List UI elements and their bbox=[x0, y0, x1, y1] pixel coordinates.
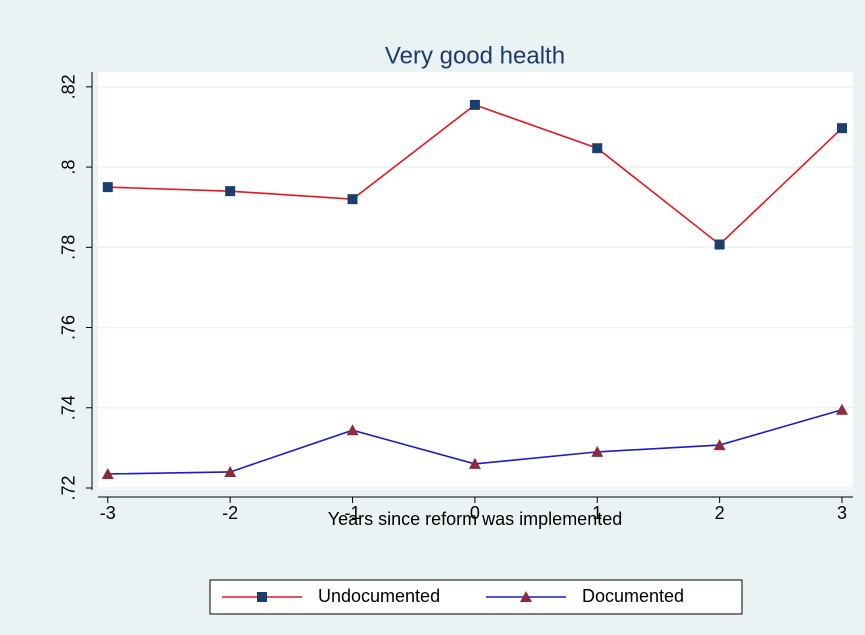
y-tick-label: .78 bbox=[59, 235, 79, 260]
marker bbox=[347, 194, 358, 205]
y-tick-label: .8 bbox=[59, 160, 79, 175]
marker bbox=[225, 186, 236, 197]
x-tick-label: -1 bbox=[345, 503, 361, 523]
marker bbox=[714, 239, 725, 250]
marker bbox=[224, 465, 237, 477]
y-tick-label: .76 bbox=[59, 315, 79, 340]
marker bbox=[836, 123, 847, 134]
legend-label: Documented bbox=[582, 586, 684, 606]
x-tick-label: 3 bbox=[837, 503, 847, 523]
x-axis-label: Years since reform was implemented bbox=[328, 509, 622, 529]
marker bbox=[102, 182, 113, 193]
marker bbox=[101, 467, 114, 479]
x-tick-label: 0 bbox=[470, 503, 480, 523]
marker bbox=[591, 445, 604, 457]
legend-label: Undocumented bbox=[318, 586, 440, 606]
legend-marker bbox=[257, 592, 267, 602]
marker bbox=[346, 424, 359, 436]
plot-area bbox=[98, 72, 853, 490]
y-tick-label: .82 bbox=[59, 74, 79, 99]
y-tick-label: .72 bbox=[59, 475, 79, 500]
legend-marker bbox=[520, 591, 532, 602]
x-tick-label: -3 bbox=[100, 503, 116, 523]
y-tick-label: .74 bbox=[59, 395, 79, 420]
marker bbox=[592, 143, 603, 154]
marker bbox=[713, 439, 726, 451]
marker bbox=[835, 403, 848, 415]
x-tick-label: 2 bbox=[715, 503, 725, 523]
marker bbox=[468, 457, 481, 469]
x-tick-label: -2 bbox=[222, 503, 238, 523]
marker bbox=[469, 99, 480, 110]
chart-title: Very good health bbox=[385, 42, 565, 69]
x-tick-label: 1 bbox=[592, 503, 602, 523]
